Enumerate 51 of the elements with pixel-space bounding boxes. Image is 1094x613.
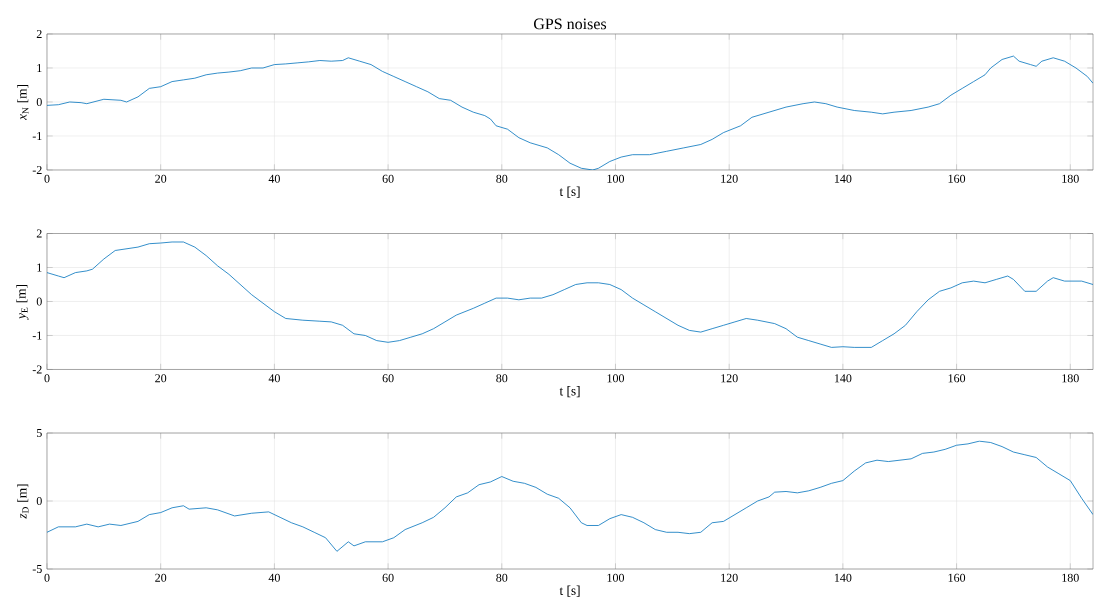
y-tick-label: -5 [32, 565, 42, 573]
x-tick-label: 40 [268, 174, 280, 183]
x-tick-label: 160 [948, 174, 966, 183]
x-tick-label: 180 [1062, 573, 1079, 582]
x-tick-label: 80 [496, 374, 508, 383]
x-tick-label: 0 [44, 573, 50, 582]
x-tick-label: 180 [1062, 174, 1079, 183]
x-tick-label: 140 [834, 374, 852, 383]
chart-title: GPS noises [533, 18, 607, 30]
x-axis-title: t [s] [559, 186, 580, 198]
y-tick-label: 0 [36, 496, 42, 506]
x-tick-label: 20 [155, 174, 167, 183]
x-tick-label: 120 [721, 174, 738, 183]
y-tick-label: 1 [37, 263, 42, 272]
y-axis-title: x$_{N}$ [m] [17, 85, 29, 121]
x-tick-label: 140 [834, 573, 852, 582]
x-tick-label: 120 [721, 573, 738, 582]
x-tick-label: 180 [1062, 374, 1079, 383]
x-tick-label: 100 [607, 374, 625, 383]
x-axis-title: t [s] [559, 585, 580, 597]
y-tick-label: 2 [36, 30, 42, 38]
y-tick-label: -2 [32, 365, 42, 374]
x-tick-label: 100 [607, 573, 625, 582]
x-tick-label: 0 [44, 374, 50, 383]
x-axis-title: t [s] [559, 386, 580, 398]
x-tick-label: 20 [155, 573, 167, 582]
y-tick-label: -2 [32, 166, 42, 174]
x-tick-label: 40 [268, 374, 280, 383]
x-tick-label: 60 [382, 374, 394, 383]
x-tick-label: 0 [44, 174, 50, 183]
x-tick-label: 160 [948, 374, 966, 383]
x-tick-label: 60 [382, 573, 394, 582]
x-tick-label: 60 [382, 174, 394, 183]
y-tick-label: -1 [32, 331, 42, 340]
y-tick-label: 2 [36, 229, 42, 238]
x-tick-label: 120 [721, 374, 738, 383]
line-series [47, 55, 1094, 170]
y-tick-label: 0 [36, 297, 42, 306]
x-tick-label: 40 [268, 573, 280, 582]
x-tick-label: 20 [155, 374, 167, 383]
y-tick-label: 1 [37, 64, 42, 72]
x-tick-label: 100 [607, 174, 625, 183]
x-tick-label: 160 [948, 573, 966, 582]
y-axis-title: y$_{E}$ [m] [16, 285, 29, 321]
x-tick-label: 140 [834, 174, 852, 183]
y-tick-label: 0 [36, 97, 42, 107]
x-tick-label: 80 [496, 573, 508, 582]
y-axis-title: z$_{D}$ [m] [17, 484, 29, 519]
y-tick-label: -1 [32, 132, 42, 140]
x-tick-label: 80 [496, 174, 508, 183]
y-tick-label: 5 [36, 429, 42, 437]
